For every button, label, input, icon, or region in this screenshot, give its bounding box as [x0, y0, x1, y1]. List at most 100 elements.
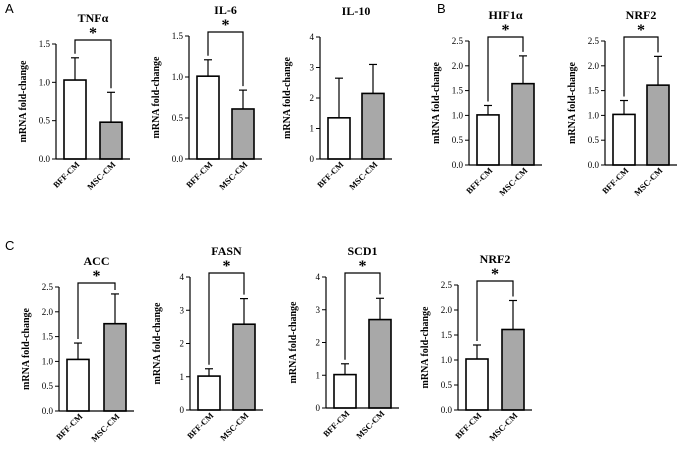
chart-il-10: 0 1 2 3 4 BFF-CM MSC-CM mRNA fold-change IL-10 — [282, 4, 392, 192]
y-tick-label: 2.0 — [441, 305, 453, 315]
bar-bff-cm — [63, 79, 87, 160]
significance-star: * — [491, 266, 499, 283]
y-tick-label: 2 — [310, 93, 315, 103]
chart-il-6: 0.0 0.5 1.0 1.5 BFF-CM MSC-CM mRNA fold-change… — [151, 3, 262, 192]
y-axis-label: mRNA fold-change — [18, 60, 29, 143]
x-tick-label: BFF-CM — [185, 410, 215, 440]
y-tick-label: 1.0 — [172, 72, 184, 82]
chart-title: HIF1α — [488, 8, 522, 22]
bar-msc-cm — [368, 318, 392, 409]
chart-title: IL-6 — [214, 3, 237, 17]
bar-bff-cm — [196, 75, 220, 160]
panel-label-c: C — [5, 238, 15, 253]
x-tick-label: MSC-CM — [85, 159, 117, 191]
panel-label-b: B — [437, 1, 446, 16]
significance-bracket — [208, 272, 245, 365]
y-axis-label: mRNA fold-change — [21, 307, 32, 390]
x-tick-label: MSC-CM — [218, 410, 250, 442]
chart-title: IL-10 — [342, 4, 371, 18]
y-tick-label: 3 — [316, 305, 321, 315]
bar-bff-cm — [327, 117, 351, 160]
y-tick-label: 1 — [310, 124, 315, 134]
y-axis-label: mRNA fold-change — [431, 61, 442, 144]
y-axis-label: mRNA fold-change — [151, 56, 162, 139]
y-tick-label: 2 — [316, 338, 321, 348]
y-axis-label: mRNA fold-change — [420, 306, 431, 389]
x-tick-label: BFF-CM — [184, 159, 214, 189]
y-axis-label: mRNA fold-change — [567, 61, 578, 144]
significance-star: * — [359, 258, 367, 275]
y-axis-label: mRNA fold-change — [282, 56, 293, 139]
chart-tnf-: 0.0 0.5 1.0 1.5 BFF-CM MSC-CM mRNA fold-change… — [18, 11, 130, 192]
bar-msc-cm — [511, 82, 535, 166]
bar-bff-cm — [333, 373, 357, 409]
x-tick-label: MSC-CM — [89, 411, 121, 443]
bar-msc-cm — [232, 323, 256, 411]
y-tick-label: 1.5 — [42, 332, 54, 342]
bar-msc-cm — [103, 322, 127, 412]
bar-bff-cm — [197, 375, 221, 411]
significance-bracket — [476, 280, 514, 341]
y-tick-label: 2.5 — [452, 36, 464, 46]
y-tick-label: 1.0 — [39, 77, 51, 87]
y-axis-label: mRNA fold-change — [288, 301, 299, 384]
y-tick-label: 4 — [316, 272, 321, 282]
bar-bff-cm — [612, 113, 636, 166]
y-tick-label: 0.0 — [172, 154, 184, 164]
significance-bracket — [623, 36, 659, 97]
bar-msc-cm — [99, 121, 123, 160]
significance-star: * — [223, 258, 231, 275]
x-tick-label: BFF-CM — [315, 159, 345, 189]
x-tick-label: MSC-CM — [347, 159, 379, 191]
x-tick-label: BFF-CM — [464, 165, 494, 195]
y-tick-label: 4 — [310, 32, 315, 42]
bar-msc-cm — [501, 328, 525, 411]
bar-msc-cm — [231, 108, 255, 160]
bar-bff-cm — [66, 358, 90, 412]
bar-msc-cm — [361, 92, 385, 160]
significance-star: * — [222, 17, 230, 34]
y-tick-label: 2.5 — [441, 280, 453, 290]
chart-acc: 0.0 0.5 1.0 1.5 2.0 2.5 BFF-CM MSC-CM mRNA fold-… — [21, 254, 134, 444]
y-tick-label: 0.5 — [588, 135, 600, 145]
x-tick-label: BFF-CM — [453, 410, 483, 440]
chart-title: NRF2 — [626, 8, 657, 22]
y-tick-label: 1 — [316, 370, 321, 380]
y-tick-label: 0 — [316, 403, 321, 413]
significance-bracket — [77, 282, 116, 340]
y-tick-label: 0.0 — [588, 160, 600, 170]
y-tick-label: 0.5 — [39, 116, 51, 126]
y-tick-label: 0 — [180, 405, 185, 415]
x-tick-label: BFF-CM — [51, 159, 81, 189]
chart-scd1: 0 1 2 3 4 BFF-CM MSC-CM mRNA fold-change SCD1* — [288, 244, 399, 441]
significance-star: * — [93, 268, 101, 285]
chart-title: FASN — [211, 244, 242, 258]
y-tick-label: 0.5 — [172, 113, 184, 123]
significance-star: * — [89, 25, 97, 42]
x-tick-label: BFF-CM — [321, 408, 351, 438]
y-tick-label: 2.0 — [588, 61, 600, 71]
panel-label-a: A — [5, 1, 14, 16]
y-axis-label: mRNA fold-change — [152, 302, 163, 385]
bar-bff-cm — [465, 358, 489, 411]
y-tick-label: 3 — [180, 305, 185, 315]
x-tick-label: MSC-CM — [217, 159, 249, 191]
y-tick-label: 0 — [310, 154, 315, 164]
x-tick-label: MSC-CM — [487, 410, 519, 442]
chart-title: TNFα — [78, 11, 109, 25]
y-tick-label: 2.0 — [452, 61, 464, 71]
x-tick-label: BFF-CM — [600, 165, 630, 195]
y-tick-label: 4 — [180, 272, 185, 282]
significance-bracket — [487, 36, 524, 102]
y-tick-label: 1.0 — [588, 110, 600, 120]
y-tick-label: 1.0 — [441, 355, 453, 365]
chart-hif1-: 0.0 0.5 1.0 1.5 2.0 2.5 BFF-CM MSC-CM mRNA fold-… — [431, 8, 542, 198]
y-tick-label: 1.5 — [452, 86, 464, 96]
y-tick-label: 0.5 — [452, 135, 464, 145]
y-tick-label: 1 — [180, 372, 185, 382]
y-tick-label: 2.5 — [42, 282, 54, 292]
y-tick-label: 1.5 — [172, 31, 184, 41]
y-tick-label: 0.5 — [441, 380, 453, 390]
bar-msc-cm — [646, 84, 670, 166]
chart-title: NRF2 — [480, 252, 511, 266]
